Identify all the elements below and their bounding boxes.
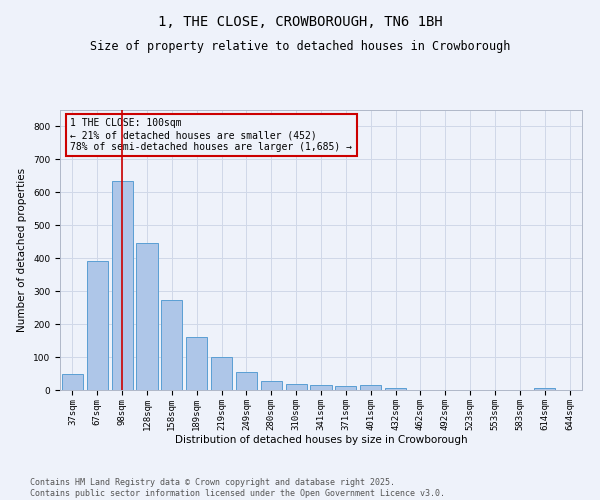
X-axis label: Distribution of detached houses by size in Crowborough: Distribution of detached houses by size … xyxy=(175,436,467,446)
Y-axis label: Number of detached properties: Number of detached properties xyxy=(17,168,28,332)
Bar xyxy=(385,388,406,390)
Text: Size of property relative to detached houses in Crowborough: Size of property relative to detached ho… xyxy=(90,40,510,53)
Bar xyxy=(62,374,83,390)
Bar xyxy=(261,381,282,390)
Bar xyxy=(335,386,356,390)
Bar xyxy=(136,244,158,390)
Bar xyxy=(112,181,133,390)
Bar xyxy=(310,386,332,390)
Bar xyxy=(286,384,307,390)
Bar xyxy=(236,372,257,390)
Bar xyxy=(360,386,381,390)
Text: 1, THE CLOSE, CROWBOROUGH, TN6 1BH: 1, THE CLOSE, CROWBOROUGH, TN6 1BH xyxy=(158,15,442,29)
Bar xyxy=(186,338,207,390)
Bar xyxy=(161,300,182,390)
Bar xyxy=(534,388,555,390)
Text: Contains HM Land Registry data © Crown copyright and database right 2025.
Contai: Contains HM Land Registry data © Crown c… xyxy=(30,478,445,498)
Bar xyxy=(87,260,108,390)
Bar xyxy=(211,357,232,390)
Text: 1 THE CLOSE: 100sqm
← 21% of detached houses are smaller (452)
78% of semi-detac: 1 THE CLOSE: 100sqm ← 21% of detached ho… xyxy=(70,118,352,152)
